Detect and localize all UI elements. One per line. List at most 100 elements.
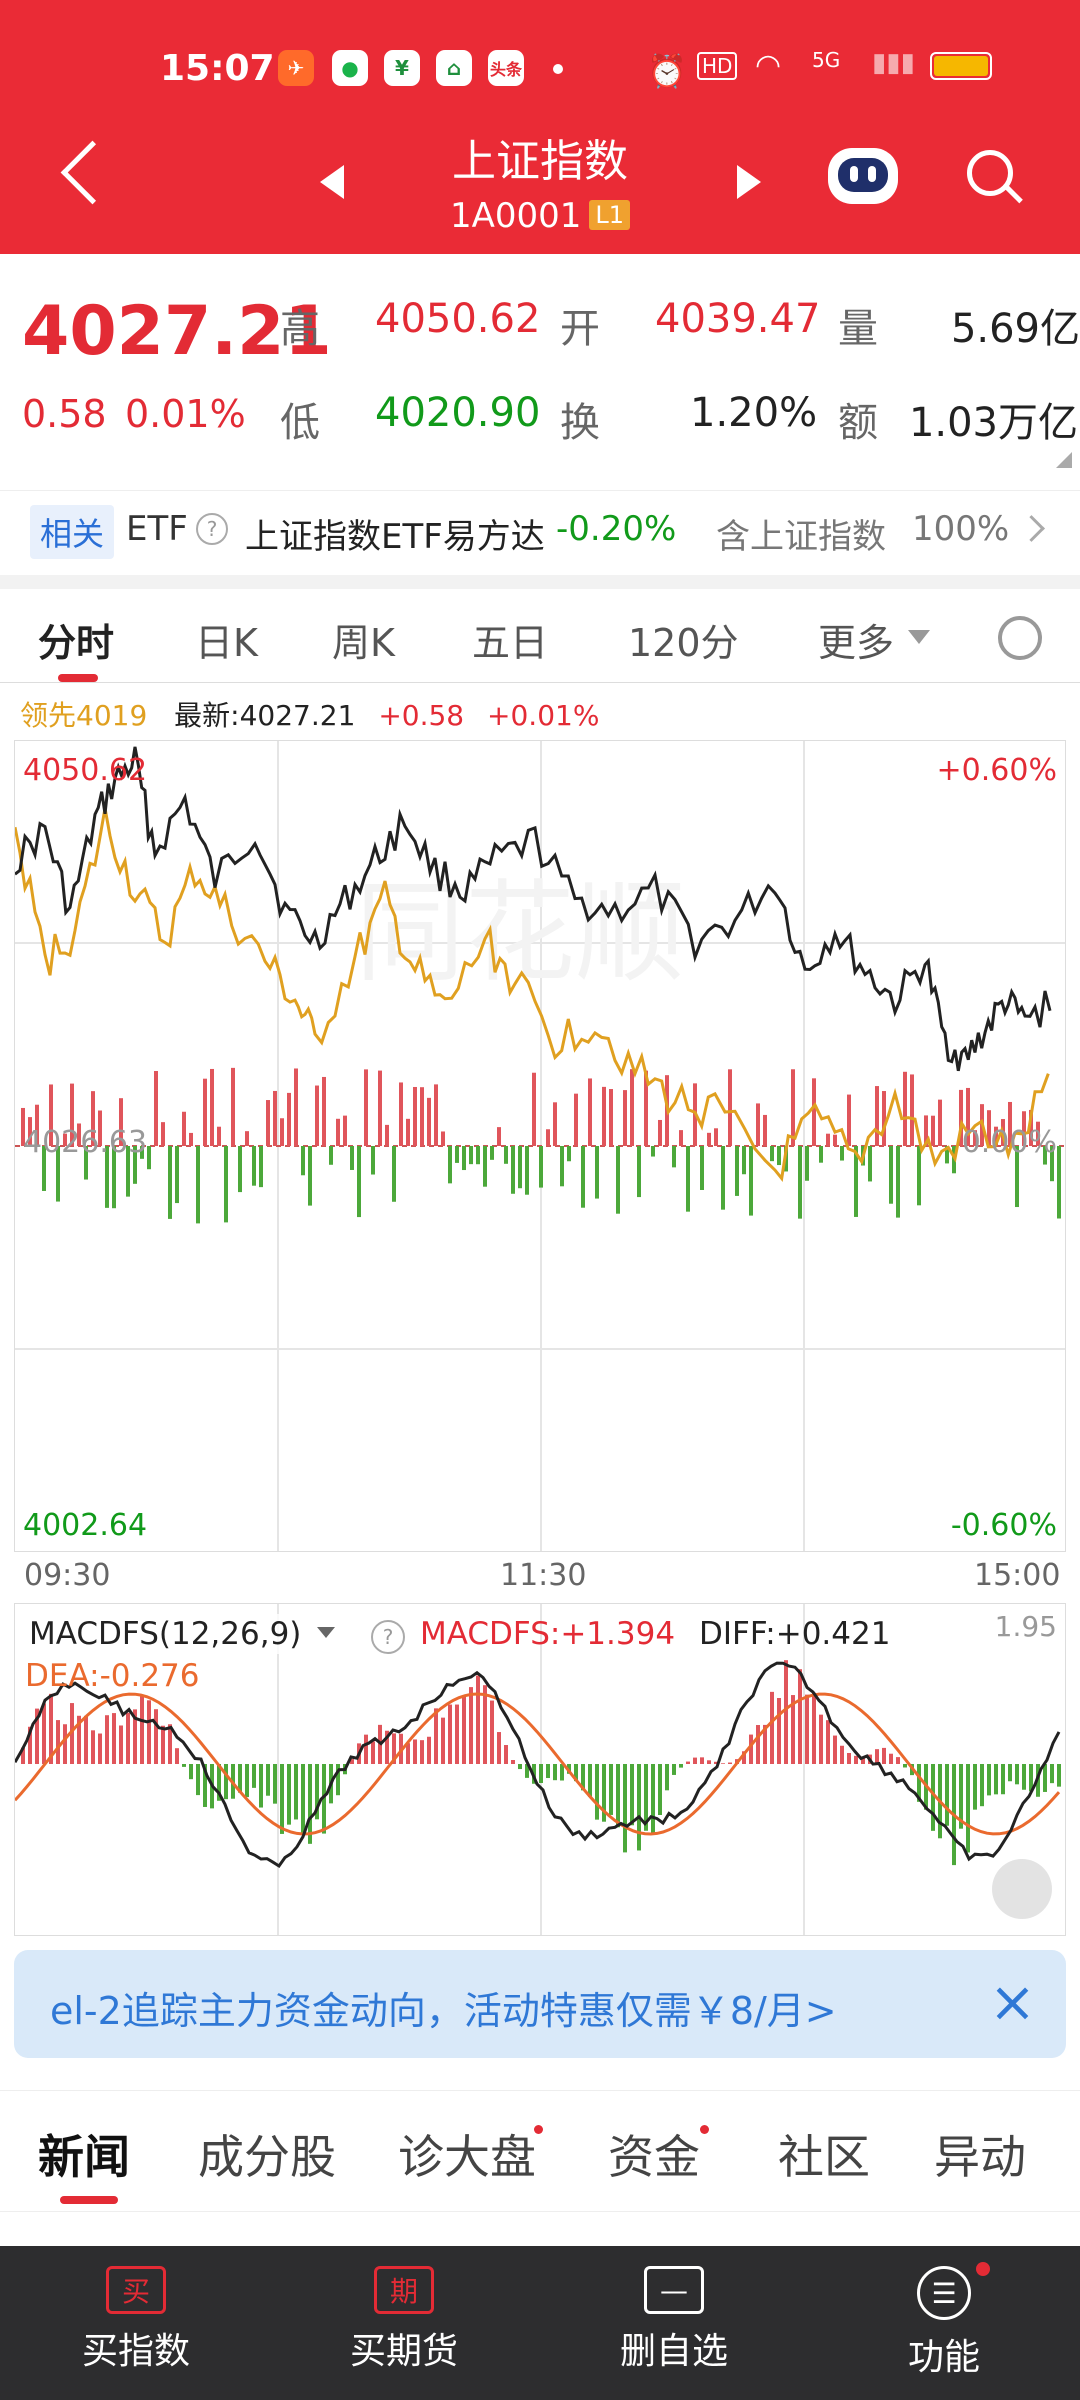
tab-five-day[interactable]: 五日 bbox=[472, 621, 549, 665]
volume-bar bbox=[112, 1146, 116, 1209]
macd-bar bbox=[42, 1703, 46, 1764]
volume-bar bbox=[511, 1146, 515, 1194]
y-mid-label: 4026.63 bbox=[23, 1125, 148, 1160]
tab-intraday[interactable]: 分时 bbox=[38, 621, 115, 665]
macd-bar bbox=[749, 1734, 753, 1764]
volume-bar bbox=[945, 1146, 949, 1164]
battery-icon bbox=[930, 52, 992, 80]
macd-bar bbox=[91, 1730, 95, 1764]
volume-bar bbox=[553, 1102, 557, 1146]
tab-diagnosis[interactable]: 诊大盘 bbox=[398, 2130, 536, 2184]
tab-more[interactable]: 更多 bbox=[818, 621, 895, 665]
open-value: 4039.47 bbox=[655, 296, 821, 342]
macd-name: MACDFS(12,26,9) bbox=[29, 1616, 302, 1652]
volume-bar bbox=[805, 1146, 809, 1181]
chart-settings-icon[interactable] bbox=[998, 616, 1042, 660]
macd-chart[interactable]: MACDFS(12,26,9) ? MACDFS:+1.394 DIFF:+0.… bbox=[14, 1603, 1066, 1936]
volume-bar bbox=[728, 1069, 732, 1146]
stock-code-text: 1A0001 bbox=[449, 196, 582, 236]
futures-icon: 期 bbox=[374, 2266, 434, 2314]
expand-corner-icon[interactable] bbox=[1056, 452, 1072, 468]
close-icon[interactable]: × bbox=[989, 1970, 1036, 2035]
app-notification-icon: ✈ bbox=[278, 50, 314, 86]
volume-bar bbox=[714, 1128, 718, 1146]
price-change-pct: 0.01% bbox=[125, 392, 246, 436]
buy-futures-button[interactable]: 期 买期货 bbox=[304, 2266, 504, 2374]
next-stock-button[interactable] bbox=[737, 165, 761, 199]
macd-bar bbox=[896, 1757, 900, 1764]
macd-bar bbox=[385, 1730, 389, 1764]
volume-bar bbox=[609, 1089, 613, 1146]
tab-weekly-k[interactable]: 周K bbox=[332, 621, 395, 665]
legend-change: +0.58 bbox=[378, 699, 465, 732]
tab-120-min[interactable]: 120分 bbox=[628, 621, 739, 665]
macd-bar bbox=[21, 1747, 25, 1764]
volume-bar bbox=[336, 1118, 340, 1146]
volume-bar bbox=[343, 1115, 347, 1146]
hd-icon: HD bbox=[697, 52, 738, 80]
volume-bar bbox=[644, 1070, 648, 1146]
volume-bar bbox=[1036, 1121, 1040, 1146]
volume-bar bbox=[462, 1146, 466, 1171]
macd-bar bbox=[476, 1675, 480, 1764]
volume-bar bbox=[707, 1132, 711, 1146]
tab-movement[interactable]: 异动 bbox=[934, 2130, 1026, 2184]
y-bottom-label: 4002.64 bbox=[23, 1508, 148, 1543]
tab-news[interactable]: 新闻 bbox=[38, 2130, 130, 2184]
volume-bar bbox=[910, 1074, 914, 1146]
macd-bar bbox=[315, 1764, 319, 1820]
macd-bar bbox=[49, 1693, 53, 1764]
macd-bar bbox=[560, 1764, 564, 1781]
macd-bar bbox=[406, 1743, 410, 1764]
volume-bar bbox=[658, 1119, 662, 1146]
macd-bar bbox=[133, 1709, 137, 1764]
legend-pct: +0.01% bbox=[487, 699, 600, 732]
amount-value: 1.03万亿 bbox=[908, 400, 1078, 446]
etf-change: -0.20% bbox=[556, 509, 677, 549]
macd-bar bbox=[987, 1764, 991, 1796]
buy-index-button[interactable]: 买 买指数 bbox=[36, 2266, 236, 2374]
alarm-icon: ⏰ bbox=[647, 52, 687, 90]
volume-bar bbox=[791, 1069, 795, 1146]
intraday-chart[interactable]: 同花顺 4050.62 +0.60% 4026.63 0.00% 4002.64… bbox=[14, 740, 1066, 1552]
volume-bar bbox=[889, 1146, 893, 1204]
macd-bar bbox=[154, 1709, 158, 1764]
macd-bar bbox=[434, 1708, 438, 1764]
tab-daily-k[interactable]: 日K bbox=[195, 621, 258, 665]
macd-bar bbox=[588, 1764, 592, 1797]
volume-bar bbox=[595, 1146, 599, 1199]
macd-help-icon[interactable]: ? bbox=[371, 1620, 405, 1654]
macd-bar bbox=[350, 1759, 354, 1764]
macd-bar bbox=[105, 1715, 109, 1764]
macd-bar bbox=[707, 1760, 711, 1764]
macd-bar bbox=[854, 1755, 858, 1764]
tab-components[interactable]: 成分股 bbox=[198, 2130, 336, 2184]
search-icon[interactable] bbox=[967, 150, 1013, 196]
volume-bar bbox=[322, 1076, 326, 1146]
functions-button[interactable]: ☰ 功能 bbox=[844, 2262, 1044, 2380]
robot-assistant-icon[interactable] bbox=[828, 148, 898, 204]
buy-index-label: 买指数 bbox=[81, 2331, 190, 2372]
prev-stock-button[interactable] bbox=[320, 165, 344, 199]
volume-bar bbox=[287, 1092, 291, 1146]
related-etf-bar[interactable]: 相关 ETF ? 上证指数ETF易方达 -0.20% 含上证指数 100% bbox=[0, 490, 1080, 573]
volume-bar bbox=[147, 1146, 151, 1170]
fullscreen-icon[interactable] bbox=[992, 1859, 1052, 1919]
volume-bar bbox=[560, 1146, 564, 1187]
volume-bar bbox=[168, 1146, 172, 1219]
volume-bar bbox=[392, 1146, 396, 1202]
macd-bar bbox=[259, 1764, 263, 1808]
macd-bar bbox=[266, 1764, 270, 1796]
volume-bar bbox=[777, 1146, 781, 1166]
promo-banner[interactable]: el-2追踪主力资金动向，活动特惠仅需￥8/月> × bbox=[14, 1950, 1066, 2058]
macd-bar bbox=[98, 1733, 102, 1764]
tab-community[interactable]: 社区 bbox=[778, 2130, 870, 2184]
macd-selector[interactable]: MACDFS(12,26,9) bbox=[23, 1614, 342, 1654]
pct-bottom-label: -0.60% bbox=[950, 1508, 1057, 1543]
macd-bar bbox=[287, 1764, 291, 1825]
volume-bar bbox=[203, 1078, 207, 1146]
remove-watchlist-button[interactable]: — 删自选 bbox=[574, 2266, 774, 2374]
help-icon[interactable]: ? bbox=[196, 513, 228, 545]
macd-bar bbox=[931, 1764, 935, 1831]
tab-capital[interactable]: 资金 bbox=[608, 2130, 700, 2184]
